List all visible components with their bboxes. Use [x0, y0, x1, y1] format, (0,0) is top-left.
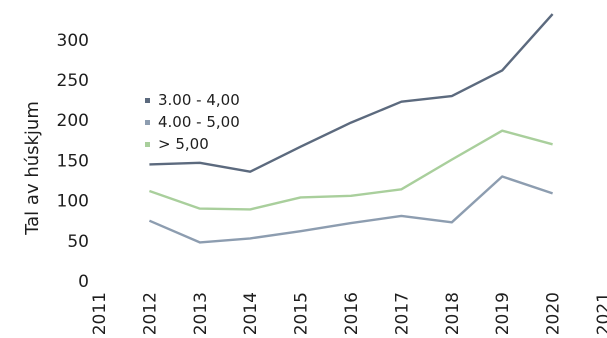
x-tick-label: 2020	[544, 292, 564, 335]
x-tick-label: 2011	[90, 292, 110, 335]
y-tick-label: 0	[78, 272, 89, 292]
x-tick-label: 2013	[191, 292, 211, 335]
y-axis-ticks: 0 50 100 150 200 250 300	[57, 31, 89, 292]
series-line-2	[148, 175, 553, 244]
legend-label: 4.00 - 5,00	[158, 113, 240, 131]
legend-label: 3.00 - 4,00	[158, 91, 240, 109]
x-tick-label: 2015	[292, 292, 312, 335]
y-tick-label: 50	[67, 232, 89, 252]
legend-marker	[145, 120, 150, 125]
y-tick-label: 100	[57, 192, 89, 212]
legend-marker	[145, 98, 150, 103]
y-tick-label: 200	[57, 111, 89, 131]
y-tick-label: 150	[57, 151, 89, 171]
x-tick-label: 2014	[241, 292, 261, 335]
x-tick-label: 2012	[140, 292, 160, 335]
legend-label: > 5,00	[158, 135, 209, 153]
legend-marker	[145, 142, 150, 147]
series-line-3	[149, 129, 553, 211]
x-tick-label: 2017	[392, 292, 412, 335]
y-tick-label: 250	[57, 71, 89, 91]
y-tick-label: 300	[57, 31, 89, 51]
x-axis-ticks: 2011 2012 2013 2014 2015 2016 2017 2018 2019 2020…	[90, 292, 607, 335]
y-axis-label: Tal av húskjum	[22, 101, 43, 236]
x-tick-label: 2019	[493, 292, 513, 335]
x-tick-label: 2018	[443, 292, 463, 335]
series-lines	[148, 13, 554, 244]
legend: 3.00 - 4,00 4.00 - 5,00 > 5,00	[145, 91, 240, 153]
series-line-1	[149, 13, 554, 173]
x-tick-label: 2021	[594, 292, 607, 335]
x-tick-label: 2016	[342, 292, 362, 335]
